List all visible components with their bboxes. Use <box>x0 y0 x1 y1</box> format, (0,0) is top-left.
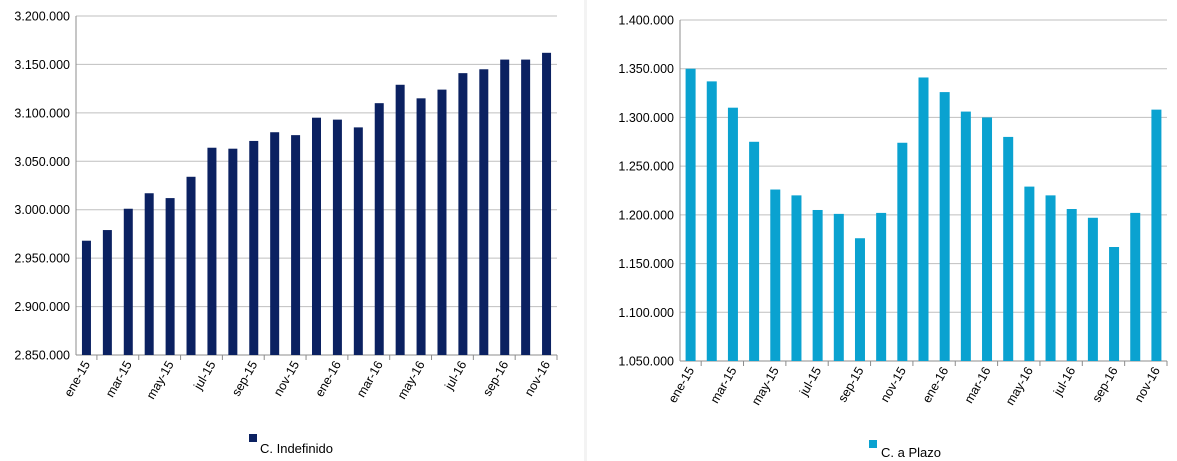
bar <box>291 135 301 355</box>
bar <box>312 117 321 355</box>
y-tick-label: 1.200.000 <box>618 208 674 222</box>
x-tick-label: jul-15 <box>796 364 824 398</box>
legend-swatch <box>249 434 257 442</box>
bar <box>207 147 217 355</box>
bar <box>685 68 696 361</box>
bar <box>1045 195 1056 361</box>
y-tick-label: 3.200.000 <box>14 10 70 24</box>
bar <box>812 209 823 361</box>
y-tick-label: 1.400.000 <box>618 14 674 28</box>
bar <box>144 193 154 355</box>
bar <box>1151 109 1162 362</box>
x-tick-label: jul-16 <box>1050 364 1078 398</box>
chart-panel-indefinido: 2.850.000 2.900.000 2.950.000 3.000.000 3.05… <box>0 0 570 461</box>
x-tick-label: may-16 <box>395 358 428 401</box>
y-tick-label: 1.250.000 <box>618 160 674 174</box>
y-tick-label: 3.050.000 <box>14 155 70 169</box>
bar <box>186 176 196 355</box>
y-tick-label: 3.100.000 <box>14 106 70 120</box>
bar <box>749 141 760 361</box>
x-tick-label: jul-15 <box>191 358 219 392</box>
bar <box>81 240 91 355</box>
y-tick-label: 2.950.000 <box>14 252 70 266</box>
x-tick-label: nov-16 <box>522 358 553 398</box>
bar <box>542 52 552 355</box>
x-tick-label: may-15 <box>144 358 177 401</box>
bar <box>353 127 363 355</box>
y-tick-label: 1.350.000 <box>618 62 674 76</box>
bar <box>102 230 112 355</box>
legend-label: C. a Plazo <box>881 445 941 460</box>
bar <box>727 107 738 361</box>
bar <box>833 213 844 361</box>
bar <box>249 140 259 355</box>
bar <box>165 198 175 355</box>
bar <box>791 195 802 361</box>
y-tick-label: 1.300.000 <box>618 111 674 125</box>
bar <box>521 59 531 355</box>
bar <box>416 98 426 355</box>
bar <box>228 148 238 355</box>
bar <box>706 81 717 361</box>
chart-plazo: 1.050.000 1.100.000 1.150.000 1.200.000 1.25… <box>618 14 1168 460</box>
bar <box>270 132 280 355</box>
x-tick-label: nov-15 <box>878 364 909 404</box>
x-tick-label: ene-15 <box>61 358 93 399</box>
x-tick-label: may-16 <box>1003 364 1036 407</box>
bar <box>458 73 468 355</box>
chart-indefinido: 2.850.000 2.900.000 2.950.000 3.000.000 3.05… <box>14 10 558 456</box>
x-tick-label: ene-16 <box>920 364 952 405</box>
y-tick-label: 1.050.000 <box>618 355 674 369</box>
y-tick-label: 1.100.000 <box>618 306 674 320</box>
bar <box>1087 217 1098 361</box>
x-tick-label: sep-15 <box>229 358 260 398</box>
bar <box>1024 186 1035 361</box>
x-tick-label: ene-16 <box>312 358 344 399</box>
x-tick-label: sep-15 <box>835 364 866 404</box>
panel-divider <box>584 0 587 461</box>
bar <box>1109 247 1120 361</box>
x-tick-label: may-15 <box>749 364 782 407</box>
legend-label: C. Indefinido <box>260 441 333 456</box>
x-tick-label: nov-15 <box>271 358 302 398</box>
bar <box>854 238 865 361</box>
bar <box>123 208 133 355</box>
y-tick-label: 3.000.000 <box>14 203 70 217</box>
bar <box>332 119 342 355</box>
bar <box>939 92 950 362</box>
x-tick-label: nov-16 <box>1132 364 1163 404</box>
x-tick-label: mar-16 <box>962 364 994 405</box>
bar <box>897 142 908 361</box>
chart-panel-plazo: 1.050.000 1.100.000 1.150.000 1.200.000 1.25… <box>598 0 1177 461</box>
x-tick-label: mar-16 <box>354 358 386 399</box>
x-tick-label: ene-15 <box>666 364 698 405</box>
x-tick-label: mar-15 <box>708 364 740 405</box>
bar <box>479 69 489 356</box>
bar <box>770 189 781 361</box>
bar <box>918 77 929 362</box>
y-tick-label: 2.900.000 <box>14 300 70 314</box>
bar <box>500 59 510 355</box>
y-tick-label: 2.850.000 <box>14 349 70 363</box>
bar <box>1003 136 1014 361</box>
bar <box>395 84 405 356</box>
x-tick-label: sep-16 <box>1089 364 1120 404</box>
bar <box>982 117 993 361</box>
y-tick-label: 1.150.000 <box>618 257 674 271</box>
bar <box>437 89 447 356</box>
x-tick-label: jul-16 <box>442 358 470 392</box>
y-tick-label: 3.150.000 <box>14 58 70 72</box>
bar <box>1066 209 1077 361</box>
bar <box>374 103 384 356</box>
bar <box>876 212 887 361</box>
bar <box>960 111 971 361</box>
x-tick-label: mar-15 <box>103 358 135 399</box>
x-tick-label: sep-16 <box>480 358 511 398</box>
bar <box>1130 212 1141 361</box>
legend-swatch <box>869 440 877 448</box>
